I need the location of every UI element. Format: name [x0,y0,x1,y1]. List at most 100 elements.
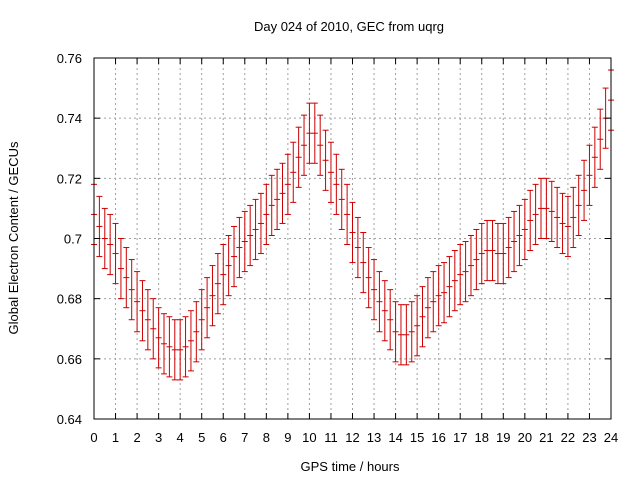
error-bar [123,247,130,309]
error-bar [171,319,178,381]
error-bar [322,129,329,191]
y-tick-label: 0.76 [57,51,82,66]
y-tick-label: 0.66 [57,352,82,367]
x-tick-label: 3 [155,430,162,445]
error-bar [182,316,189,378]
error-bar [419,286,426,348]
error-bar [257,192,264,255]
chart-title: Day 024 of 2010, GEC from uqrg [254,19,444,34]
error-bar [279,162,286,224]
error-bar [236,216,243,279]
y-axis-label: Global Electron Content / GECUs [6,141,21,334]
x-tick-label: 6 [220,430,227,445]
error-bar [284,153,291,215]
error-bar [527,189,534,252]
error-bar [543,177,550,239]
error-bar [333,153,340,215]
error-bar [586,144,593,206]
error-bar [290,141,297,203]
error-bar [96,195,103,258]
error-bar [532,183,539,246]
error-bar [494,222,501,285]
error-bar [360,231,367,294]
error-bar [301,114,308,176]
error-bar [150,298,157,360]
y-tick-labels: 0.64 0.66 0.68 0.7 0.72 0.74 0.76 [57,51,82,427]
error-bar [591,126,598,188]
x-tick-label: 16 [431,430,445,445]
error-bar [155,307,162,369]
error-bar [489,219,496,282]
x-tick-label: 13 [367,430,381,445]
error-bar [575,174,582,236]
error-bar [381,280,388,342]
error-bar [397,304,404,366]
error-bar [112,222,119,285]
error-bar [204,277,211,339]
error-bar [500,222,507,285]
y-tick-label: 0.74 [57,111,82,126]
x-tick-label: 17 [453,430,467,445]
error-bar [457,244,464,306]
x-tick-label: 5 [198,430,205,445]
x-tick-label: 8 [263,430,270,445]
y-tick-label: 0.7 [64,232,82,247]
error-bar [231,225,238,288]
error-bar [107,213,114,276]
x-tick-label: 18 [475,430,489,445]
error-bar [354,216,361,279]
error-bar [430,271,437,333]
x-tick-label: 11 [324,430,338,445]
error-bar [424,277,431,339]
error-bar [327,141,334,203]
x-tick-label: 23 [582,430,596,445]
error-bar [117,238,124,300]
x-tick-label: 14 [388,430,402,445]
error-bar [225,234,232,297]
error-bar [139,280,146,342]
x-tick-label: 4 [177,430,184,445]
error-bar [371,259,378,321]
error-bar [306,102,313,164]
error-bar [317,114,324,176]
error-bar [387,289,394,351]
error-bar [537,177,544,239]
error-bar [408,301,415,363]
error-bar [134,271,141,333]
error-bar [128,259,135,321]
error-bar [198,289,205,351]
axis-ticks [93,57,612,420]
error-bar [414,295,421,357]
y-tick-label: 0.72 [57,171,82,186]
error-bar [441,262,448,324]
error-bar [214,253,221,315]
x-tick-label: 1 [112,430,119,445]
error-bar [241,210,248,273]
error-bar [177,319,184,381]
x-tick-label: 19 [496,430,510,445]
error-bar [473,228,480,291]
x-tick-label: 9 [284,430,291,445]
error-bar [570,186,577,249]
error-bar [349,201,356,264]
error-bar [597,108,604,170]
x-tick-label: 24 [604,430,618,445]
error-bar [166,316,173,378]
error-bar [554,186,561,249]
error-bar [365,247,372,309]
x-tick-label: 10 [302,430,316,445]
y-tick-label: 0.64 [57,412,82,427]
error-bar [252,198,259,261]
error-bar [559,192,566,255]
x-tick-label: 12 [345,430,359,445]
x-tick-label: 2 [133,430,140,445]
error-bar [451,250,458,312]
x-tick-label: 0 [90,430,97,445]
error-bar [193,301,200,363]
error-bar [311,102,318,164]
error-bar [209,265,216,327]
x-tick-label: 20 [518,430,532,445]
error-bar [263,183,270,246]
error-bar [392,301,399,363]
